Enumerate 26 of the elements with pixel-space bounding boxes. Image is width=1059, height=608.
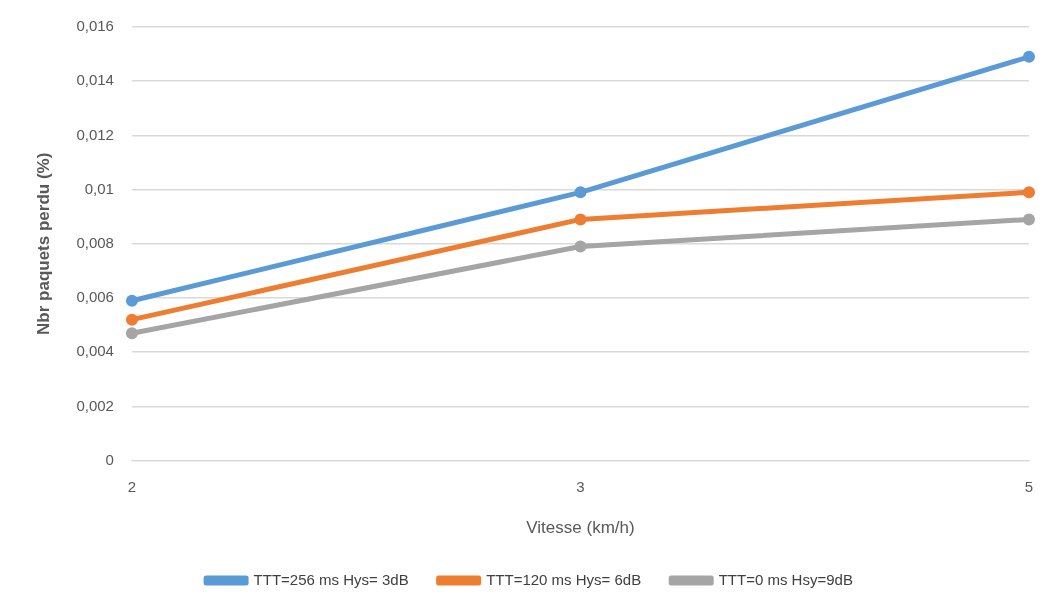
x-tick-label: 5 <box>1024 477 1034 495</box>
y-axis-title: Nbr paquets perdu (%) <box>33 152 53 335</box>
point <box>125 327 138 340</box>
y-tick-label: 0 <box>105 450 114 468</box>
x-tick-label: 2 <box>127 477 137 495</box>
point <box>1023 186 1035 199</box>
y-tick-label: 0,006 <box>76 288 114 306</box>
y-tick-label: 0,014 <box>76 71 114 89</box>
y-tick-label: 0,01 <box>84 179 114 197</box>
point <box>574 213 587 226</box>
x-axis-title: Vitesse (km/h) <box>526 518 635 538</box>
legend-label: TTT=0 ms Hsy=9dB <box>718 570 853 588</box>
y-tick-label: 0,016 <box>76 17 114 35</box>
point <box>1023 213 1035 226</box>
x-tick-label: 3 <box>576 477 585 495</box>
legend-label: TTT=256 ms Hys= 3dB <box>253 570 409 588</box>
point <box>574 186 587 199</box>
y-tick-label: 0,012 <box>76 125 114 143</box>
point <box>574 240 587 253</box>
point <box>125 313 138 326</box>
point <box>1023 50 1035 63</box>
y-tick-label: 0,002 <box>76 396 114 414</box>
legend-label: TTT=120 ms Hys= 6dB <box>486 570 642 588</box>
point <box>125 294 138 307</box>
y-tick-label: 0,004 <box>76 342 114 360</box>
y-tick-label: 0,008 <box>76 233 114 251</box>
